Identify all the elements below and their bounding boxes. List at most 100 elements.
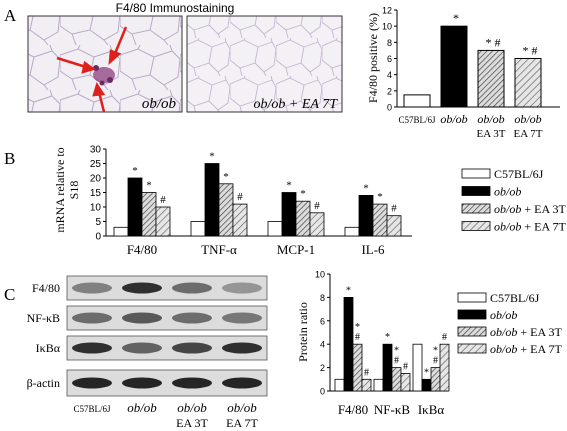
y-tick-label: 10 xyxy=(315,270,325,280)
significance-marker: # xyxy=(433,356,438,367)
red-arrow-icon xyxy=(56,26,128,113)
blot-row-label: IκBα xyxy=(36,341,61,355)
x-tick-label: F4/80 xyxy=(338,402,368,417)
bar-b xyxy=(344,226,360,237)
significance-marker: # xyxy=(442,332,447,343)
y-tick-label: 6 xyxy=(387,54,392,64)
macrophage-cluster xyxy=(93,65,115,86)
y-tick-label: 0 xyxy=(95,232,101,243)
significance-marker: * # xyxy=(486,35,501,49)
blot-lane-label: ob/ob xyxy=(127,400,157,415)
blot-band xyxy=(122,342,162,354)
blot-lane-label-line2: EA 7T xyxy=(226,416,258,430)
blot-band xyxy=(122,377,162,389)
bar-b xyxy=(113,226,129,237)
bar-c xyxy=(382,343,393,392)
significance-marker: * xyxy=(300,188,306,200)
blot-band xyxy=(72,282,112,294)
bar-b xyxy=(309,212,325,237)
x-tick-label: ob/ob xyxy=(514,112,541,126)
micrograph-obob xyxy=(27,15,183,113)
bar-c xyxy=(391,367,402,392)
y-tick-label: 4 xyxy=(387,70,392,80)
blot-row-label: β-actin xyxy=(27,376,60,390)
legend-swatch xyxy=(457,343,487,354)
micrograph-ea7t xyxy=(186,15,343,113)
legend-label: ob/ob + EA 3T xyxy=(494,202,566,216)
y-tick-label: 2 xyxy=(387,86,392,96)
y-tick-label: 30 xyxy=(90,145,102,156)
bar-b xyxy=(281,192,297,237)
significance-marker: * # xyxy=(523,44,538,58)
x-tick-label: NF-κB xyxy=(374,402,410,417)
significance-marker: * xyxy=(377,191,383,203)
bar-b xyxy=(155,206,171,237)
bar-b xyxy=(190,221,206,237)
bar-b xyxy=(204,163,220,237)
panel-letter-b: B xyxy=(4,149,15,168)
y-tick-label: 15 xyxy=(90,188,102,199)
x-tick-label: C57BL/6J xyxy=(398,115,436,125)
bar-b xyxy=(267,221,283,237)
panel-letter-a: A xyxy=(4,6,17,25)
bar-b xyxy=(358,194,374,237)
x-tick-label-line2: EA 3T xyxy=(476,128,505,140)
bar-b xyxy=(386,215,402,237)
blot-band xyxy=(172,312,212,324)
significance-marker: * xyxy=(385,332,390,343)
significance-marker: * xyxy=(286,180,292,192)
panel-letter-c: C xyxy=(4,285,15,304)
blot-band xyxy=(222,342,262,354)
y-tick-label: 5 xyxy=(95,217,101,228)
legend-swatch xyxy=(461,221,491,231)
blot-band xyxy=(72,342,112,354)
blot-lane-label: ob/ob xyxy=(227,400,257,415)
blot-row-label: F4/80 xyxy=(32,281,60,295)
blot-band xyxy=(72,377,112,389)
legend-c: C57BL/6J ob/ob ob/ob + EA 3T ob/ob + EA 7T xyxy=(457,291,562,356)
chart-c-ylabel: Protein ratio xyxy=(296,302,310,362)
x-tick-label: IL-6 xyxy=(361,242,385,257)
bar-b xyxy=(232,203,248,237)
bar-c xyxy=(361,378,372,392)
significance-marker: # xyxy=(394,356,399,367)
significance-marker: * xyxy=(453,11,459,25)
y-tick-label: 2 xyxy=(320,363,325,373)
chart-b: 0 5 10 15 20 25 30 * * # F4/80 * * # TNF-α * * # MCP-1 * * # I… xyxy=(90,145,412,257)
legend-label: ob/ob + EA 7T xyxy=(494,220,566,234)
legend-label: ob/ob xyxy=(490,308,517,322)
y-tick-label: 25 xyxy=(90,159,102,170)
y-tick-label: 0 xyxy=(387,103,392,113)
legend-swatch xyxy=(461,168,491,179)
y-tick-label: 8 xyxy=(320,293,325,303)
bar-a xyxy=(403,94,431,108)
significance-marker: * xyxy=(363,182,369,194)
chart-b-ylabel: mRNA relative toS18 xyxy=(53,147,81,232)
legend-label: ob/ob + EA 3T xyxy=(490,325,562,339)
x-tick-label: ob/ob xyxy=(477,112,504,126)
significance-marker: * xyxy=(209,151,215,163)
x-tick-label: ob/ob xyxy=(440,112,467,126)
significance-marker: * xyxy=(394,346,399,357)
bar-c xyxy=(334,378,345,392)
legend-label: ob/ob xyxy=(494,185,521,199)
bar-c xyxy=(343,296,354,392)
significance-marker: * xyxy=(346,285,351,296)
significance-marker: # xyxy=(391,203,397,215)
stain-title: F4/80 Immunostaining xyxy=(116,1,235,15)
blot-band xyxy=(172,377,212,389)
blot-band xyxy=(222,282,262,294)
micrograph-obob-label: ob/ob xyxy=(142,96,177,112)
y-tick-label: 8 xyxy=(387,38,392,48)
blot-band xyxy=(222,312,262,324)
significance-marker: # xyxy=(355,332,360,343)
bar-c xyxy=(373,378,384,392)
x-tick-label: IκBα xyxy=(418,402,445,417)
blot-lane-label: C57BL/6J xyxy=(73,404,111,414)
chart-a: 0 2 4 6 8 10 12 C57BL/6J * ob/ob * # ob/ob EA 3T * # o… xyxy=(382,6,560,140)
legend-swatch xyxy=(461,186,491,196)
legend-label: C57BL/6J xyxy=(494,167,544,181)
x-tick-label-line2: EA 7T xyxy=(513,128,542,140)
